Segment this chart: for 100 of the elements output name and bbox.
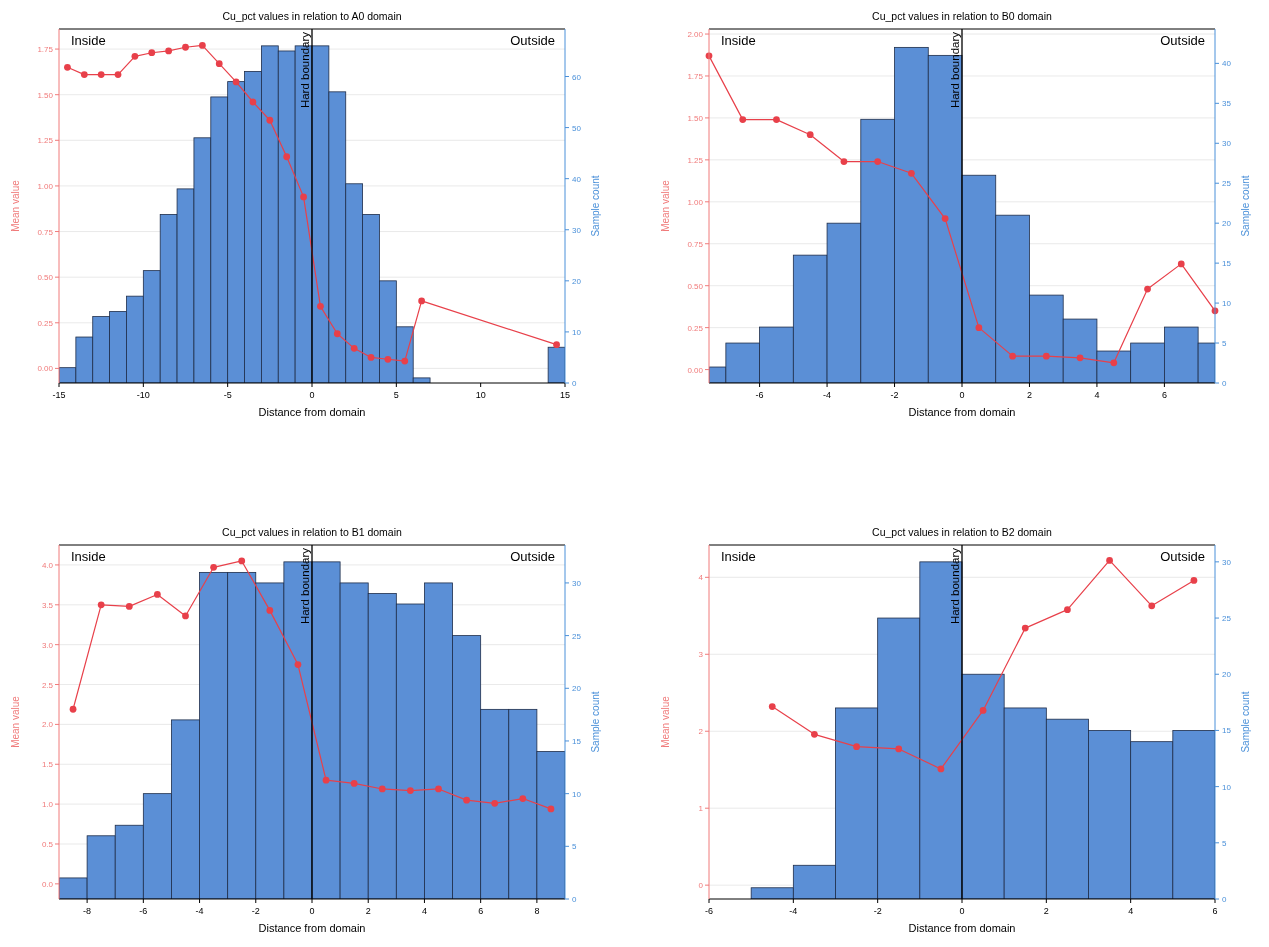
y-tick-label: 0.50 [37,273,54,283]
y-tick-label: 4.0 [41,560,54,570]
y-tick-label: 1.00 [37,181,54,191]
x-tick-label: 4 [421,906,427,916]
y-tick-label: 2 [698,727,704,737]
y2-tick-label: 5 [572,842,577,852]
y2-tick-label: 15 [1222,726,1232,736]
x-tick-label: -2 [873,906,882,916]
y2-tick-label: 15 [1222,259,1232,269]
y2-tick-label: 0 [1222,895,1227,904]
annotation: Outside [510,33,555,48]
y2-tick-label: 20 [572,684,582,694]
y2-tick-label: 60 [572,72,582,82]
y2-tick-label: 20 [1222,219,1232,229]
y-tick-label: 0.00 [687,365,704,375]
x-tick-label: 6 [478,906,484,916]
y-tick-label: 3.5 [41,600,54,610]
x-tick-label: -4 [195,906,204,916]
annotation: Inside [721,33,756,48]
y-tick-label: 1.75 [687,71,704,81]
x-tick-label: 0 [309,390,315,400]
y-tick-label: 0 [698,881,704,891]
y2-axis-title: Sample count [1240,175,1251,237]
ref-line-label: Hard boundary [299,31,311,109]
x-tick-label: -4 [789,906,798,916]
x-tick-label: 0 [959,390,965,400]
x-tick-label: 15 [559,390,571,400]
y2-tick-label: 35 [1222,99,1232,109]
y-tick-label: 2.5 [41,680,54,690]
y-axis-title: Mean value [660,179,671,232]
y-tick-label: 0.50 [687,281,704,291]
x-tick-label: -6 [755,390,764,400]
y-tick-label: 0.0 [41,879,54,889]
x-axis-title: Distance from domain [908,922,1016,934]
y2-tick-label: 0 [572,379,577,388]
y-tick-label: 1 [698,804,704,814]
y-tick-label: 3 [698,650,704,660]
y2-tick-label: 10 [1222,782,1232,792]
y-tick-label: 0.00 [37,364,54,374]
x-tick-label: -4 [823,390,832,400]
y2-axis-title: Sample count [1240,691,1251,753]
x-tick-label: -10 [136,390,150,400]
y2-tick-label: 20 [572,276,582,286]
chart-title: Cu_pct values in relation to B1 domain [222,526,403,538]
ref-line-label: Hard boundary [949,31,961,109]
x-tick-label: 4 [1094,390,1100,400]
x-tick-label: 0 [309,906,315,916]
x-tick-label: 2 [365,906,371,916]
y2-tick-label: 0 [572,895,577,904]
y-tick-label: 4 [698,573,704,583]
annotation: Outside [1160,549,1205,564]
y2-tick-label: 30 [572,225,582,235]
y2-tick-label: 15 [572,736,582,746]
y-tick-label: 1.50 [37,90,54,100]
annotation: Outside [510,549,555,564]
x-tick-label: 5 [393,390,399,400]
y-tick-label: 0.75 [37,227,54,237]
y2-tick-label: 5 [1222,838,1227,848]
y2-tick-label: 10 [1222,299,1232,309]
y-tick-label: 1.00 [687,197,704,207]
y2-tick-label: 30 [572,578,582,588]
y2-tick-label: 20 [1222,670,1232,680]
chart-title: Cu_pct values in relation to B0 domain [872,10,1053,22]
x-tick-label: -5 [223,390,232,400]
annotation: Inside [71,549,106,564]
x-tick-label: 6 [1212,906,1218,916]
y2-tick-label: 25 [1222,179,1232,189]
y2-tick-label: 40 [1222,59,1232,69]
y-tick-label: 1.5 [41,760,54,770]
y-axis-title: Mean value [660,695,671,748]
y-tick-label: 1.50 [687,113,704,123]
y2-tick-label: 30 [1222,139,1232,149]
y-tick-label: 1.25 [687,155,704,165]
y2-tick-label: 30 [1222,557,1232,567]
y2-tick-label: 40 [572,174,582,184]
y2-tick-label: 50 [572,123,582,133]
y2-tick-label: 10 [572,327,582,337]
y-axis-title: Mean value [10,179,21,232]
x-tick-label: 10 [475,390,486,400]
chart-title: Cu_pct values in relation to A0 domain [222,10,402,22]
y-tick-label: 1.0 [41,800,54,810]
y2-axis-title: Sample count [590,691,601,753]
y2-tick-label: 5 [1222,339,1227,349]
chart-title: Cu_pct values in relation to B2 domain [872,526,1053,538]
y-tick-label: 2.0 [41,720,54,730]
y2-tick-label: 10 [572,789,582,799]
y-tick-label: 0.75 [687,239,704,249]
x-tick-label: -2 [251,906,260,916]
y-tick-label: 2.00 [687,30,704,40]
x-tick-label: 2 [1043,906,1049,916]
ref-line-label: Hard boundary [299,547,311,625]
y-tick-label: 0.25 [687,323,704,333]
y-tick-label: 0.5 [41,839,54,849]
x-axis-title: Distance from domain [258,406,366,418]
x-tick-label: 4 [1128,906,1134,916]
x-axis-title: Distance from domain [258,922,366,934]
y2-axis-title: Sample count [590,175,601,237]
x-tick-label: 2 [1026,390,1032,400]
x-axis-title: Distance from domain [908,406,1016,418]
y-tick-label: 3.0 [41,640,54,650]
